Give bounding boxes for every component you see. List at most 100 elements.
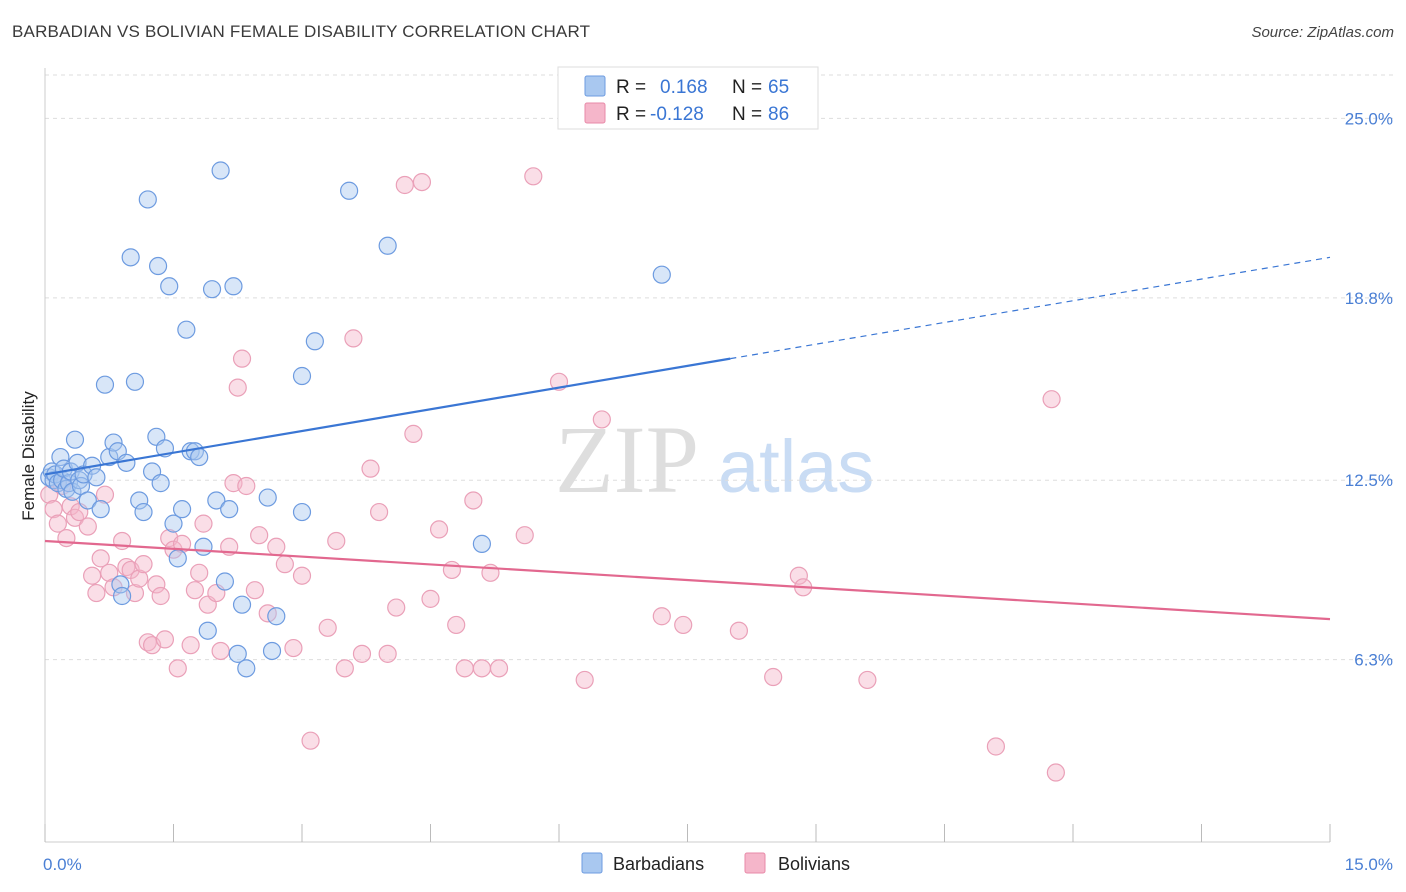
point-barbadians <box>292 366 312 386</box>
point-barbadians <box>104 433 123 452</box>
point-bolivians <box>674 615 693 635</box>
point-barbadians <box>125 372 145 391</box>
point-bolivians <box>404 424 423 443</box>
point-bolivians <box>232 349 252 368</box>
point-bolivians <box>318 618 337 637</box>
point-bolivians <box>352 644 372 663</box>
legend-n-label-1: N = <box>732 77 762 98</box>
point-barbadians <box>378 236 397 255</box>
point-bolivians <box>48 514 67 533</box>
point-barbadians <box>198 621 217 640</box>
point-barbadians <box>130 491 149 510</box>
trend-line-barbadians-extension <box>730 256 1331 360</box>
point-bolivians <box>858 670 877 690</box>
bottom-legend: Barbadians Bolivians <box>581 852 850 874</box>
x-tick-label: 0.0% <box>43 855 82 874</box>
point-barbadians <box>215 572 234 591</box>
point-bolivians <box>292 566 312 585</box>
point-bolivians <box>327 531 346 551</box>
legend-swatch-barbadians <box>584 75 606 97</box>
point-bolivians <box>151 586 170 606</box>
point-barbadians <box>168 549 187 568</box>
point-barbadians <box>138 190 157 209</box>
legend-swatch-bolivians <box>584 102 606 124</box>
point-bolivians <box>455 659 474 678</box>
point-bolivians <box>194 514 213 533</box>
legend: R = 0.168 N = 65 R = -0.128 N = 86 <box>557 66 819 130</box>
grid-lines <box>45 74 1395 661</box>
bottom-legend-swatch-barbadians <box>581 852 603 874</box>
point-bolivians <box>472 659 491 678</box>
point-bolivians <box>275 555 294 574</box>
point-barbadians <box>121 248 140 267</box>
point-bolivians <box>190 563 209 582</box>
point-barbadians <box>207 491 226 510</box>
watermark-atlas: atlas <box>718 425 874 508</box>
trend-line-barbadians <box>44 357 731 476</box>
x-tick-label: 15.0% <box>1345 855 1393 874</box>
point-barbadians <box>51 447 70 467</box>
point-bolivians <box>524 167 543 186</box>
point-barbadians <box>237 659 256 678</box>
point-barbadians <box>190 447 209 467</box>
chart-source: Source: ZipAtlas.com <box>1251 24 1394 41</box>
legend-n-value-2: 86 <box>768 104 789 125</box>
point-barbadians <box>151 474 170 493</box>
y-tick-label: 18.8% <box>1345 289 1393 308</box>
axes <box>44 68 1331 843</box>
point-bolivians <box>267 537 286 556</box>
point-bolivians <box>387 598 406 617</box>
point-barbadians <box>65 430 85 449</box>
point-barbadians <box>267 607 286 626</box>
point-bolivians <box>57 528 76 548</box>
point-bolivians <box>1046 763 1065 782</box>
point-bolivians <box>489 659 509 678</box>
point-bolivians <box>412 172 432 192</box>
point-barbadians <box>91 500 110 519</box>
watermark-zip: ZIP <box>555 406 699 513</box>
x-tick-labels: 0.0% 15.0% <box>43 855 1393 874</box>
point-bolivians <box>155 630 175 649</box>
point-bolivians <box>284 638 303 658</box>
legend-r-value-2: -0.128 <box>650 104 704 125</box>
point-bolivians <box>395 175 414 195</box>
point-barbadians <box>134 502 153 522</box>
point-bolivians <box>592 410 611 429</box>
point-bolivians <box>1042 390 1061 409</box>
point-barbadians <box>292 502 312 522</box>
point-barbadians <box>305 332 324 351</box>
point-bolivians <box>44 500 63 519</box>
point-barbadians <box>202 280 222 299</box>
point-barbadians <box>78 491 97 510</box>
point-barbadians <box>87 468 106 487</box>
point-barbadians <box>472 534 491 553</box>
point-bolivians <box>91 549 110 568</box>
point-bolivians <box>237 476 256 496</box>
y-axis-label: Female Disability <box>19 391 38 521</box>
point-bolivians <box>729 621 749 640</box>
bottom-legend-swatch-bolivians <box>744 852 766 874</box>
point-bolivians <box>168 659 187 678</box>
point-barbadians <box>228 644 247 663</box>
point-barbadians <box>258 488 277 507</box>
point-bolivians <box>652 607 671 626</box>
point-barbadians <box>232 595 252 614</box>
point-bolivians <box>515 526 534 545</box>
point-bolivians <box>250 526 269 545</box>
series-bolivians <box>40 167 1065 782</box>
point-bolivians <box>228 378 247 397</box>
point-bolivians <box>87 583 106 603</box>
y-tick-label: 25.0% <box>1345 109 1393 128</box>
point-barbadians <box>160 277 179 296</box>
point-bolivians <box>185 581 205 600</box>
point-barbadians <box>211 161 230 180</box>
point-bolivians <box>575 670 594 690</box>
point-barbadians <box>340 181 359 200</box>
legend-r-value-1: 0.168 <box>660 77 708 98</box>
point-bolivians <box>378 644 397 663</box>
point-bolivians <box>134 555 153 574</box>
point-bolivians <box>344 329 363 348</box>
point-bolivians <box>83 566 102 585</box>
point-bolivians <box>181 636 200 655</box>
